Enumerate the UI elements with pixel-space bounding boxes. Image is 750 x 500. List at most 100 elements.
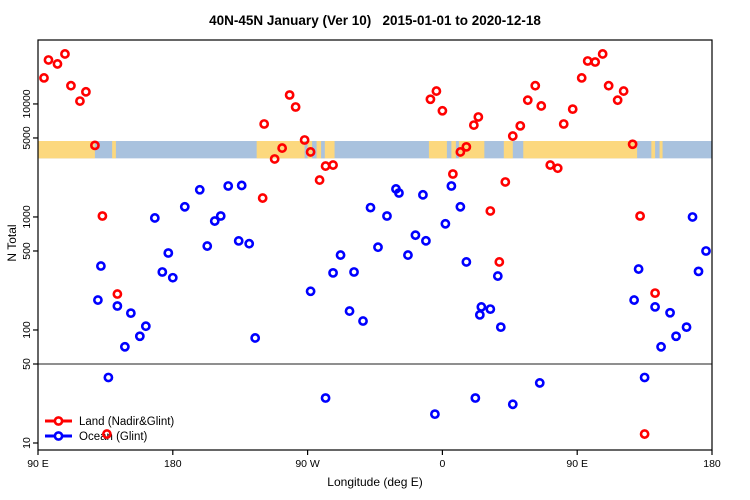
land-point <box>590 57 601 67</box>
ocean-point <box>403 250 413 260</box>
ocean-point <box>349 267 359 277</box>
land-point <box>545 160 556 170</box>
ocean-point <box>233 236 244 246</box>
ocean-point <box>430 409 440 420</box>
y-tick-label: 10000 <box>21 89 33 118</box>
ocean-point <box>167 272 178 283</box>
y-tick-label: 100 <box>21 321 33 339</box>
y-tick-label: 50 <box>21 358 33 370</box>
ocean-point <box>671 331 681 342</box>
map-band-lake <box>304 141 308 159</box>
ocean-point <box>476 302 487 312</box>
ocean-point <box>236 180 247 191</box>
ocean-point <box>112 301 123 311</box>
land-point <box>277 143 288 153</box>
land-point <box>639 429 650 439</box>
x-tick-label: 0 <box>439 458 445 470</box>
land-point <box>567 104 578 115</box>
land-point <box>582 56 593 66</box>
map-band-land <box>458 141 485 159</box>
land-point <box>39 73 49 83</box>
ocean-point <box>125 308 136 319</box>
ocean-point <box>328 267 338 278</box>
ocean-point <box>134 331 145 342</box>
land-point <box>515 120 526 131</box>
ocean-point <box>687 212 698 222</box>
land-point <box>60 49 70 59</box>
ocean-point <box>96 261 106 271</box>
chart-title: 40N-45N January (Ver 10) 2015-01-01 to 2… <box>209 13 541 28</box>
ocean-point <box>93 295 103 305</box>
ocean-point <box>394 188 404 198</box>
map-band-land <box>651 141 656 159</box>
land-point <box>43 55 54 65</box>
ocean-point <box>344 306 355 316</box>
land-point <box>314 175 325 185</box>
x-axis-label: Longitude (deg E) <box>327 475 423 489</box>
land-point <box>536 101 547 111</box>
land-point <box>320 161 331 171</box>
map-band-land <box>112 141 116 159</box>
land-point <box>66 80 76 91</box>
x-tick-label: 90 E <box>27 458 49 470</box>
map-band-land <box>503 141 513 159</box>
ocean-point <box>485 304 496 315</box>
legend-symbol <box>53 416 64 426</box>
legend-label: Ocean (Glint) <box>79 431 148 443</box>
land-point <box>328 160 338 170</box>
land-point <box>618 86 629 96</box>
ocean-point <box>470 393 481 403</box>
ocean-point <box>633 264 644 274</box>
land-point <box>437 105 448 116</box>
ocean-point <box>681 322 692 333</box>
land-point <box>75 96 85 106</box>
ocean-point <box>373 242 383 253</box>
land-point <box>627 139 638 150</box>
land-point <box>284 90 295 100</box>
ocean-point <box>305 286 316 297</box>
land-point <box>90 140 100 151</box>
land-point <box>650 288 660 298</box>
land-point <box>468 120 479 130</box>
ocean-point <box>103 372 114 383</box>
land-point <box>507 131 518 141</box>
land-point <box>530 80 541 91</box>
y-tick-label: 5000 <box>21 126 33 150</box>
ocean-point <box>492 271 503 281</box>
ocean-point <box>223 181 234 191</box>
ocean-point <box>421 235 431 246</box>
ocean-point <box>157 267 168 277</box>
land-point <box>612 95 623 106</box>
ocean-point <box>701 246 711 256</box>
land-point <box>112 289 123 299</box>
ocean-point <box>534 378 545 388</box>
map-band-land <box>428 141 447 159</box>
land-point <box>494 257 505 267</box>
land-point <box>473 112 484 122</box>
ocean-point <box>149 213 160 223</box>
map-band-land <box>659 141 663 159</box>
ocean-point <box>418 189 428 200</box>
ocean-point <box>140 321 151 332</box>
ocean-point <box>639 372 650 383</box>
plot-frame <box>37 39 713 451</box>
ocean-point <box>163 248 174 258</box>
land-point <box>259 119 270 129</box>
land-point <box>97 211 108 221</box>
land-point <box>552 163 563 174</box>
land-point <box>603 80 614 91</box>
ocean-point <box>455 201 466 212</box>
land-point <box>576 73 587 83</box>
ocean-point <box>215 211 226 221</box>
ocean-point <box>410 230 421 241</box>
land-point <box>485 206 496 216</box>
land-point <box>269 154 280 164</box>
land-point <box>431 86 442 96</box>
x-tick-label: 90 E <box>566 458 588 470</box>
land-point <box>447 169 458 179</box>
land-point <box>455 147 466 157</box>
land-point <box>305 147 316 157</box>
y-tick-label: 10 <box>21 437 33 449</box>
